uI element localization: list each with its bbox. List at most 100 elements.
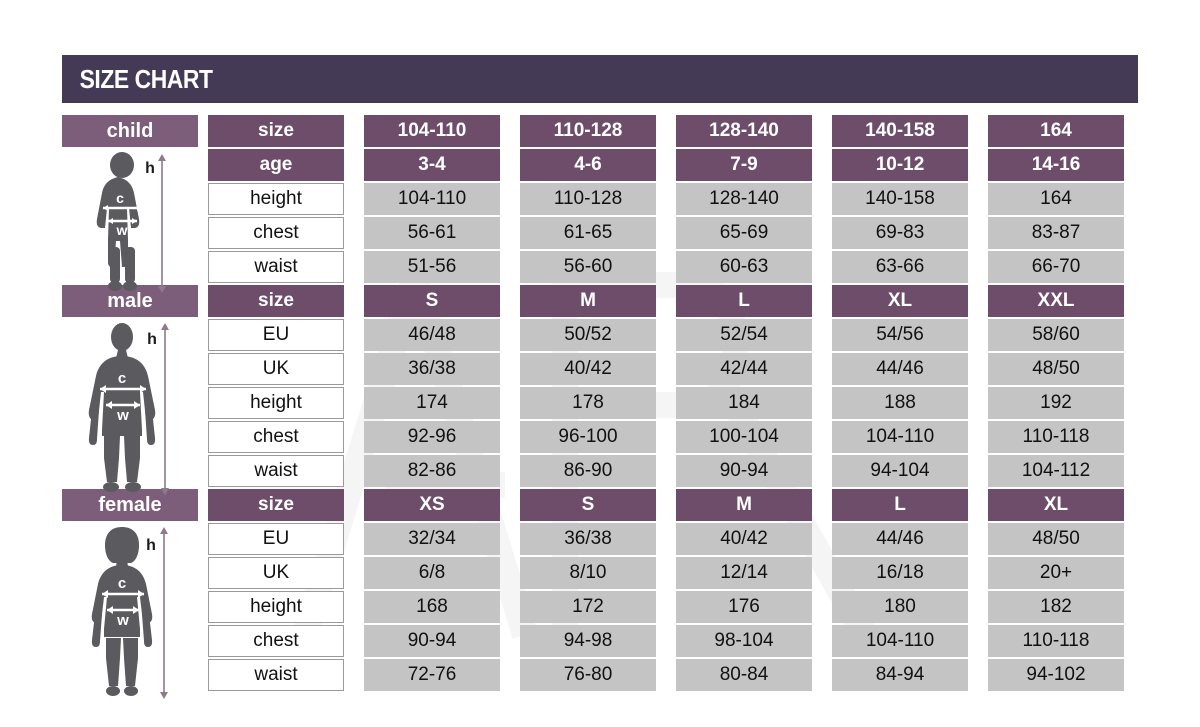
male-figure: c w h xyxy=(62,321,198,496)
cell-value: 3-4 xyxy=(364,149,500,181)
data-cell: 58/60 xyxy=(988,319,1124,351)
data-cell: XL xyxy=(832,285,968,317)
table-row: height 174 178 184 188 192 xyxy=(62,387,1138,419)
row-label-wrap: height xyxy=(208,183,344,215)
cell-value: 188 xyxy=(832,387,968,419)
data-cell: 92-96 xyxy=(364,421,500,453)
cell-value: 58/60 xyxy=(988,319,1124,351)
row-label-waist: waist xyxy=(208,455,344,487)
table-row: c w xyxy=(62,149,1138,293)
row-label-wrap: height xyxy=(208,591,344,623)
data-cell: 14-16 xyxy=(988,149,1124,181)
data-cell: 104-110 xyxy=(364,115,500,147)
table-row: UK 6/8 8/10 12/14 16/18 20+ xyxy=(62,557,1138,589)
cell-value: 140-158 xyxy=(832,115,968,147)
data-cell: 94-102 xyxy=(988,659,1124,691)
data-cell: 140-158 xyxy=(832,115,968,147)
data-cell: 128-140 xyxy=(676,183,812,215)
cell-value: M xyxy=(520,285,656,317)
data-cell: 6/8 xyxy=(364,557,500,589)
cell-value: 164 xyxy=(988,183,1124,215)
table-row: chest 56-61 61-65 65-69 69-83 83-87 xyxy=(62,217,1138,249)
table-row: male xyxy=(62,285,1138,495)
data-cell: 100-104 xyxy=(676,421,812,453)
height-marker-label: h xyxy=(145,160,155,177)
cell-value: 42/44 xyxy=(676,353,812,385)
cell-value: 100-104 xyxy=(676,421,812,453)
title-bar: SIZE CHART xyxy=(62,55,1138,103)
row-label-uk: UK xyxy=(208,353,344,385)
data-cell: L xyxy=(676,285,812,317)
cell-value: 14-16 xyxy=(988,149,1124,181)
data-cell: 110-128 xyxy=(520,183,656,215)
row-label-size: size xyxy=(208,285,344,317)
data-cell: 176 xyxy=(676,591,812,623)
waist-marker-label: w xyxy=(116,612,129,629)
figure-cell-wrap: c w xyxy=(62,149,198,293)
cell-value: 104-112 xyxy=(988,455,1124,487)
table-row: UK 36/38 40/42 42/44 44/46 48/50 xyxy=(62,353,1138,385)
cell-value: 90-94 xyxy=(364,625,500,657)
data-cell: 46/48 xyxy=(364,319,500,351)
cell-value: 66-70 xyxy=(988,251,1124,283)
data-cell: XXL xyxy=(988,285,1124,317)
cell-value: 180 xyxy=(832,591,968,623)
data-cell: 7-9 xyxy=(676,149,812,181)
data-cell: 83-87 xyxy=(988,217,1124,249)
data-cell: 66-70 xyxy=(988,251,1124,283)
cell-value: 92-96 xyxy=(364,421,500,453)
section-male: male xyxy=(62,285,1138,495)
data-cell: 16/18 xyxy=(832,557,968,589)
row-label-wrap: chest xyxy=(208,625,344,657)
data-cell: L xyxy=(832,489,968,521)
cell-value: S xyxy=(520,489,656,521)
row-label-wrap: size xyxy=(208,489,344,521)
cell-value: XL xyxy=(988,489,1124,521)
row-label-wrap: waist xyxy=(208,455,344,487)
table-row: chest 90-94 94-98 98-104 104-110 110-118 xyxy=(62,625,1138,657)
table-row: EU 46/48 50/52 52/54 54/56 58/60 xyxy=(62,319,1138,351)
data-cell: 61-65 xyxy=(520,217,656,249)
cell-value: L xyxy=(676,285,812,317)
cell-value: 164 xyxy=(988,115,1124,147)
data-cell: 54/56 xyxy=(832,319,968,351)
cell-value: 40/42 xyxy=(676,523,812,555)
data-cell: 182 xyxy=(988,591,1124,623)
row-label-eu: EU xyxy=(208,319,344,351)
cell-value: S xyxy=(364,285,500,317)
cell-value: XL xyxy=(832,285,968,317)
cell-value: 104-110 xyxy=(364,115,500,147)
data-cell: XL xyxy=(988,489,1124,521)
data-cell: 56-61 xyxy=(364,217,500,249)
category-cell-wrap: female xyxy=(62,489,198,699)
data-cell: 56-60 xyxy=(520,251,656,283)
data-cell: 90-94 xyxy=(364,625,500,657)
data-cell: 104-110 xyxy=(832,421,968,453)
data-cell: 82-86 xyxy=(364,455,500,487)
cell-value: 69-83 xyxy=(832,217,968,249)
cell-value: XXL xyxy=(988,285,1124,317)
category-label-child: child xyxy=(62,115,198,147)
table-row: waist 82-86 86-90 90-94 94-104 104-112 xyxy=(62,455,1138,487)
row-label-wrap: chest xyxy=(208,217,344,249)
row-label-wrap: UK xyxy=(208,353,344,385)
waist-marker-label: w xyxy=(116,222,128,238)
cell-value: 36/38 xyxy=(520,523,656,555)
chest-marker-label: c xyxy=(118,575,126,592)
cell-value: 40/42 xyxy=(520,353,656,385)
data-cell: 174 xyxy=(364,387,500,419)
data-cell: 184 xyxy=(676,387,812,419)
row-label-uk: UK xyxy=(208,557,344,589)
row-label-size: size xyxy=(208,115,344,147)
row-label-size: size xyxy=(208,489,344,521)
data-cell: 110-118 xyxy=(988,421,1124,453)
cell-value: XS xyxy=(364,489,500,521)
cell-value: 54/56 xyxy=(832,319,968,351)
cell-value: 6/8 xyxy=(364,557,500,589)
cell-value: 168 xyxy=(364,591,500,623)
cell-value: 7-9 xyxy=(676,149,812,181)
table-row: EU 32/34 36/38 40/42 44/46 48/50 xyxy=(62,523,1138,555)
data-cell: 164 xyxy=(988,183,1124,215)
cell-value: 84-94 xyxy=(832,659,968,691)
data-cell: 72-76 xyxy=(364,659,500,691)
